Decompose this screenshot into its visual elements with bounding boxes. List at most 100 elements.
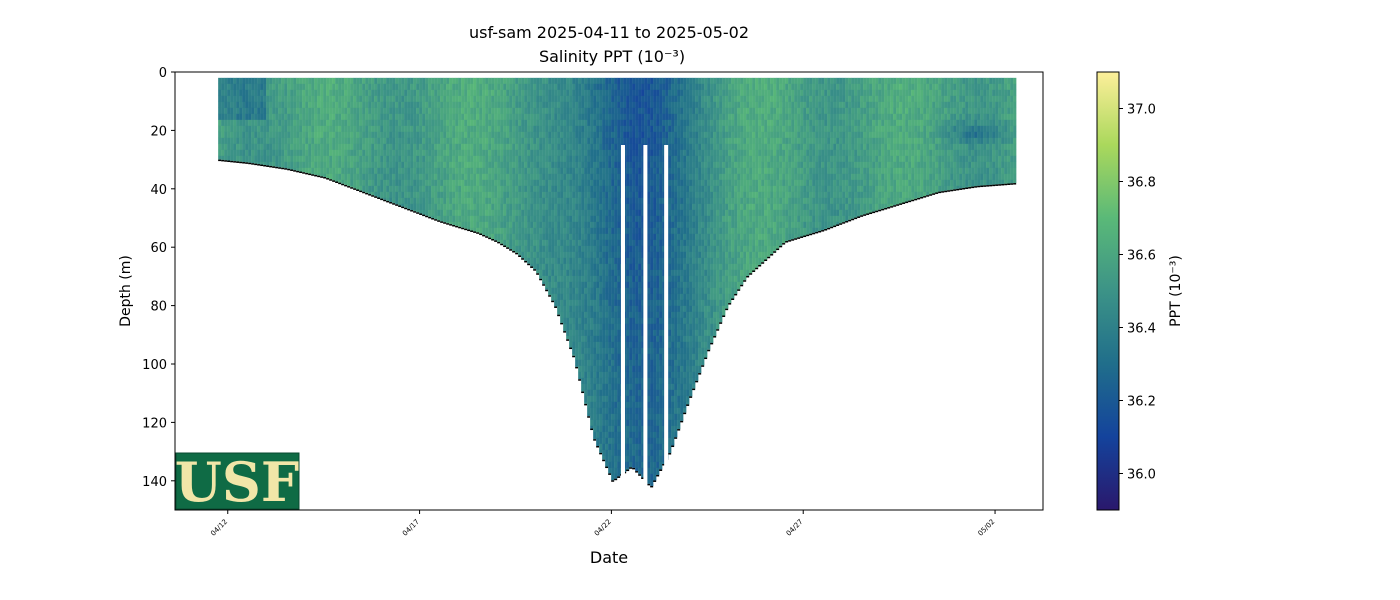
- salinity-cell: [605, 161, 609, 169]
- salinity-cell: [569, 155, 573, 163]
- salinity-cell: [665, 113, 669, 121]
- salinity-cell: [332, 167, 336, 175]
- salinity-cell: [392, 113, 396, 121]
- salinity-cell: [551, 95, 555, 103]
- salinity-cell: [260, 119, 264, 127]
- salinity-cell: [632, 221, 636, 229]
- salinity-cell: [653, 359, 657, 367]
- salinity-cell: [317, 77, 321, 85]
- salinity-cell: [476, 185, 480, 193]
- salinity-cell: [653, 185, 657, 193]
- salinity-cell: [569, 185, 573, 193]
- salinity-cell: [596, 395, 600, 403]
- salinity-cell: [515, 125, 519, 133]
- salinity-cell: [569, 89, 573, 97]
- salinity-cell: [629, 365, 633, 373]
- salinity-cell: [617, 473, 621, 477]
- salinity-cell: [668, 149, 672, 157]
- salinity-cell: [596, 263, 600, 271]
- salinity-cell: [653, 119, 657, 127]
- salinity-cell: [572, 305, 576, 313]
- salinity-cell: [656, 305, 660, 313]
- salinity-cell: [578, 173, 582, 181]
- salinity-cell: [437, 119, 441, 127]
- salinity-cell: [566, 119, 570, 127]
- salinity-cell: [557, 149, 561, 157]
- salinity-cell: [293, 149, 297, 157]
- salinity-cell: [671, 353, 675, 361]
- salinity-cell: [401, 125, 405, 133]
- salinity-cell: [629, 173, 633, 181]
- salinity-cell: [659, 317, 663, 325]
- salinity-cell: [311, 167, 315, 175]
- salinity-cell: [464, 215, 468, 223]
- salinity-cell: [227, 113, 231, 121]
- salinity-cell: [530, 191, 534, 199]
- salinity-cell: [608, 407, 612, 415]
- salinity-cell: [473, 101, 477, 109]
- salinity-cell: [383, 191, 387, 199]
- salinity-cell: [365, 185, 369, 193]
- bottom-marker: [572, 355, 576, 358]
- salinity-cell: [518, 77, 522, 85]
- salinity-cell: [662, 131, 666, 139]
- salinity-cell: [368, 113, 372, 121]
- salinity-cell: [506, 203, 510, 211]
- bottom-marker: [536, 273, 540, 275]
- salinity-cell: [512, 89, 516, 97]
- salinity-cell: [359, 107, 363, 115]
- salinity-cell: [521, 149, 525, 157]
- salinity-cell: [503, 77, 507, 85]
- salinity-cell: [485, 101, 489, 109]
- salinity-cell: [641, 425, 645, 433]
- salinity-cell: [569, 233, 573, 241]
- salinity-cell: [395, 89, 399, 97]
- salinity-cell: [533, 203, 537, 211]
- salinity-cell: [551, 125, 555, 133]
- salinity-cell: [413, 95, 417, 103]
- salinity-cell: [491, 185, 495, 193]
- salinity-cell: [605, 251, 609, 259]
- salinity-cell: [392, 125, 396, 133]
- salinity-cell: [287, 143, 291, 151]
- salinity-cell: [446, 179, 450, 187]
- salinity-cell: [656, 185, 660, 193]
- salinity-cell: [593, 401, 597, 409]
- salinity-cell: [596, 431, 600, 439]
- salinity-cell: [659, 161, 663, 169]
- salinity-cell: [446, 83, 450, 91]
- salinity-cell: [593, 383, 597, 391]
- salinity-cell: [299, 89, 303, 97]
- salinity-cell: [638, 233, 642, 241]
- salinity-cell: [614, 371, 618, 379]
- salinity-cell: [494, 143, 498, 151]
- salinity-cell: [602, 191, 606, 199]
- bottom-marker: [431, 218, 435, 220]
- salinity-cell: [410, 203, 414, 211]
- salinity-cell: [638, 149, 642, 157]
- salinity-cell: [401, 131, 405, 139]
- salinity-cell: [605, 221, 609, 229]
- salinity-cell: [254, 89, 258, 97]
- salinity-cell: [470, 89, 474, 97]
- salinity-cell: [635, 131, 639, 139]
- salinity-cell: [509, 215, 513, 223]
- salinity-cell: [608, 95, 612, 103]
- salinity-cell: [593, 233, 597, 241]
- salinity-cell: [587, 239, 591, 247]
- salinity-cell: [614, 461, 618, 469]
- salinity-cell: [512, 185, 516, 193]
- salinity-cell: [608, 227, 612, 235]
- salinity-cell: [542, 107, 546, 115]
- salinity-cell: [572, 287, 576, 295]
- salinity-cell: [476, 143, 480, 151]
- salinity-cell: [479, 203, 483, 211]
- salinity-cell: [434, 203, 438, 211]
- salinity-cell: [611, 221, 615, 229]
- salinity-cell: [596, 221, 600, 229]
- salinity-cell: [503, 137, 507, 145]
- salinity-cell: [638, 257, 642, 265]
- salinity-cell: [476, 227, 480, 233]
- salinity-cell: [584, 239, 588, 247]
- salinity-cell: [602, 353, 606, 361]
